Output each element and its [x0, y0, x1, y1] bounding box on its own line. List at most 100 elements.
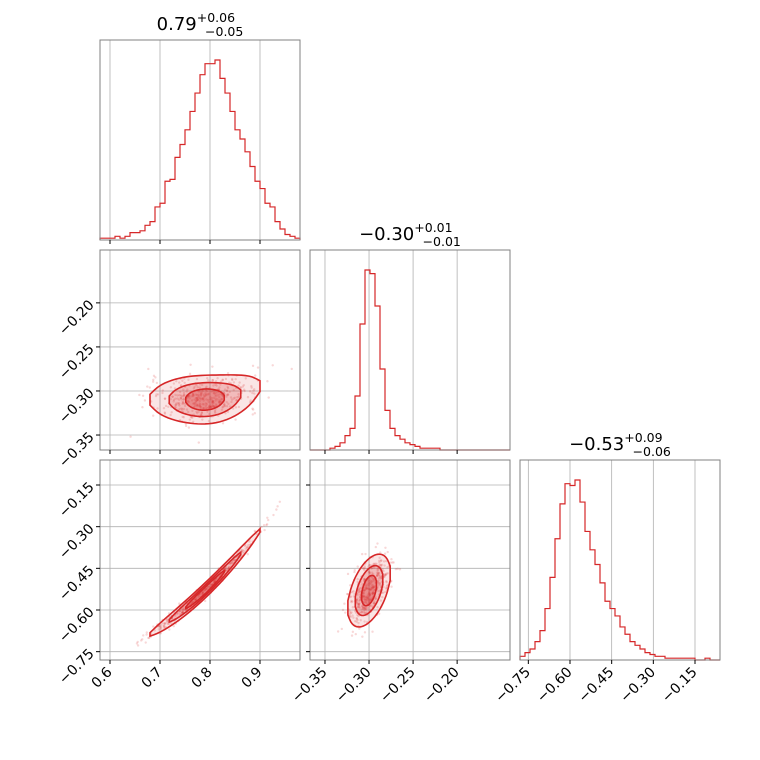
scatter-point [129, 435, 132, 438]
scatter-point [226, 410, 230, 414]
scatter-point [158, 624, 161, 628]
scatter-point [216, 394, 219, 397]
scatter-point [223, 405, 226, 408]
scatter-point [251, 407, 254, 410]
scatter-point [379, 559, 383, 562]
scatter-point [175, 403, 178, 407]
x-tick-0-2: 0.8 [189, 664, 216, 691]
scatter-point [208, 405, 211, 409]
scatter-point [379, 565, 383, 568]
scatter-point [370, 586, 373, 590]
scatter-point [187, 426, 191, 429]
scatter-point [167, 622, 171, 625]
scatter-point [237, 395, 240, 398]
title-param-2-plus: +0.09 [624, 430, 662, 445]
scatter-point [192, 393, 195, 397]
scatter-point [349, 584, 352, 587]
scatter-point [201, 418, 204, 421]
scatter-point [377, 579, 380, 582]
y-tick-label-1-2: −0.25 [56, 341, 98, 383]
scatter-point [202, 403, 205, 406]
histogram-param-2 [519, 479, 720, 661]
scatter-point [202, 393, 205, 396]
scatter-point [199, 413, 203, 416]
scatter-point [225, 393, 228, 397]
scatter-point [198, 386, 202, 389]
scatter-point [374, 545, 378, 549]
scatter-point [196, 396, 200, 399]
x-tick-label-0-3: 0.9 [239, 664, 266, 691]
scatter-point [183, 381, 186, 384]
scatter-point [360, 610, 363, 614]
scatter-point [191, 409, 194, 413]
scatter-point [195, 597, 198, 600]
scatter-point [242, 383, 246, 387]
joint-panel-2-0 [135, 500, 282, 647]
x-tick-label-0-2: 0.8 [189, 664, 216, 691]
scatter-point [389, 561, 392, 564]
scatter-point [363, 588, 366, 592]
y-tick-1-0: −0.35 [56, 429, 98, 471]
scatter-point [384, 559, 388, 563]
scatter-point [196, 403, 199, 407]
scatter-point [175, 402, 178, 405]
scatter-point [392, 561, 395, 564]
scatter-point [193, 385, 196, 389]
scatter-point [241, 551, 244, 554]
scatter-point [350, 611, 353, 614]
scatter-point [199, 407, 203, 410]
x-tick-2-3: −0.30 [617, 664, 659, 706]
title-param-2: −0.53+0.09 −0.06 [569, 430, 671, 459]
scatter-point [205, 385, 208, 388]
scatter-point [203, 599, 207, 603]
scatter-point [200, 398, 203, 401]
scatter-point [180, 408, 184, 411]
scatter-point [349, 595, 352, 599]
data-marks [99, 59, 720, 661]
scatter-point [362, 594, 365, 597]
scatter-point [349, 615, 352, 619]
scatter-point [384, 587, 388, 590]
scatter-point [364, 601, 368, 604]
scatter-point [367, 598, 370, 601]
contour-2-0-2 [184, 569, 226, 610]
scatter-point [167, 405, 170, 408]
scatter-point [380, 563, 384, 567]
scatter-point [355, 616, 358, 620]
scatter-point [356, 606, 359, 609]
scatter-point [371, 586, 375, 589]
scatter-point [146, 385, 149, 388]
scatter-point [385, 572, 388, 575]
scatter-point [197, 404, 200, 407]
scatter-point [219, 380, 223, 383]
scatter-point [196, 398, 200, 401]
scatter-point [198, 399, 201, 403]
scatter-point [370, 581, 373, 584]
scatter-point [251, 364, 255, 368]
scatter-point [210, 405, 213, 409]
scatter-point [216, 398, 219, 401]
scatter-point [358, 599, 361, 603]
scatter-point [201, 397, 204, 400]
y-tick-label-1-3: −0.20 [56, 297, 98, 339]
scatter-point [207, 392, 210, 395]
panel-frame-0-0 [99, 39, 301, 241]
scatter-point [363, 596, 366, 599]
scatter-point [376, 568, 379, 571]
scatter-point [181, 379, 184, 382]
scatter-point [218, 400, 221, 404]
scatter-point [351, 630, 355, 634]
scatter-point [360, 610, 364, 614]
scatter-point [199, 392, 203, 396]
scatter-point [188, 418, 192, 421]
scatter-point [357, 602, 361, 606]
scatter-point [250, 386, 253, 389]
y-tick-label-2-2: −0.45 [56, 563, 98, 605]
scatter-point [368, 582, 372, 586]
title-param-1: −0.30+0.01 −0.01 [359, 220, 461, 249]
scatter-point [214, 391, 218, 394]
scatter-point [234, 418, 237, 421]
scatter-point [214, 393, 217, 396]
title-param-0-median: 0.79 [157, 14, 197, 35]
